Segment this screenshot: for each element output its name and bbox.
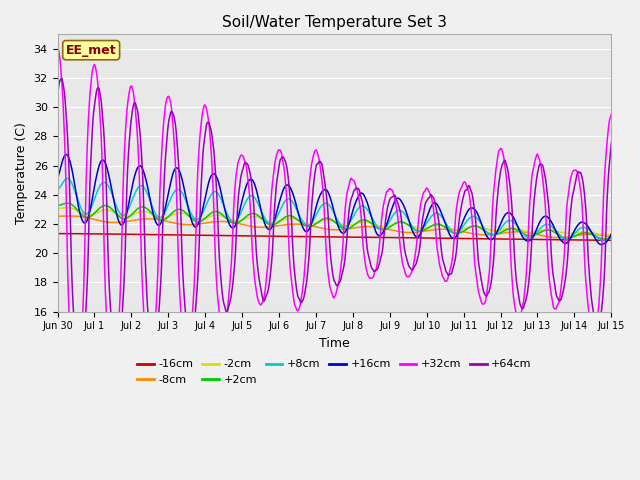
-2cm bbox=[448, 226, 456, 232]
Line: +64cm: +64cm bbox=[58, 78, 640, 367]
+2cm bbox=[54, 203, 61, 208]
+2cm bbox=[232, 220, 240, 226]
+16cm bbox=[232, 220, 240, 226]
+2cm bbox=[262, 219, 269, 225]
+16cm bbox=[62, 152, 70, 157]
Line: +16cm: +16cm bbox=[58, 155, 640, 246]
+64cm bbox=[76, 364, 84, 370]
+64cm bbox=[415, 247, 423, 252]
-8cm bbox=[54, 213, 61, 219]
+32cm bbox=[232, 172, 240, 178]
+8cm bbox=[232, 218, 240, 224]
+8cm bbox=[262, 216, 269, 222]
+64cm bbox=[58, 75, 65, 81]
+16cm bbox=[448, 235, 456, 240]
-16cm bbox=[447, 236, 455, 241]
+8cm bbox=[284, 196, 292, 202]
+32cm bbox=[72, 390, 80, 396]
+32cm bbox=[415, 215, 422, 221]
+64cm bbox=[233, 216, 241, 222]
+8cm bbox=[124, 208, 131, 214]
-16cm bbox=[232, 233, 239, 239]
Line: +2cm: +2cm bbox=[58, 203, 640, 241]
Title: Soil/Water Temperature Set 3: Soil/Water Temperature Set 3 bbox=[222, 15, 447, 30]
+32cm bbox=[54, 46, 61, 51]
+64cm bbox=[285, 178, 292, 184]
+2cm bbox=[448, 229, 456, 235]
-8cm bbox=[415, 229, 422, 235]
+64cm bbox=[125, 152, 132, 158]
Line: -8cm: -8cm bbox=[58, 216, 640, 240]
+8cm bbox=[64, 176, 72, 181]
-8cm bbox=[124, 218, 131, 224]
+16cm bbox=[635, 243, 640, 249]
-16cm bbox=[261, 233, 269, 239]
+32cm bbox=[124, 101, 131, 107]
-2cm bbox=[415, 226, 422, 231]
X-axis label: Time: Time bbox=[319, 337, 350, 350]
Line: +32cm: +32cm bbox=[58, 48, 640, 393]
-2cm bbox=[284, 216, 292, 221]
-8cm bbox=[284, 222, 292, 228]
-16cm bbox=[414, 235, 422, 241]
+64cm bbox=[449, 266, 456, 272]
+64cm bbox=[262, 293, 270, 299]
+16cm bbox=[284, 182, 292, 188]
+32cm bbox=[448, 259, 456, 264]
-8cm bbox=[66, 213, 74, 219]
-16cm bbox=[283, 233, 291, 239]
+2cm bbox=[124, 215, 131, 221]
Legend: -16cm, -8cm, -2cm, +2cm, +8cm, +16cm, +32cm, +64cm: -16cm, -8cm, -2cm, +2cm, +8cm, +16cm, +3… bbox=[132, 355, 536, 389]
+2cm bbox=[64, 200, 72, 206]
+64cm bbox=[54, 91, 61, 97]
-8cm bbox=[634, 238, 640, 243]
-2cm bbox=[64, 204, 72, 210]
+16cm bbox=[415, 233, 422, 239]
-2cm bbox=[124, 214, 131, 219]
+8cm bbox=[448, 228, 456, 234]
Y-axis label: Temperature (C): Temperature (C) bbox=[15, 122, 28, 224]
-2cm bbox=[54, 206, 61, 212]
-8cm bbox=[262, 224, 269, 230]
-8cm bbox=[448, 227, 456, 233]
+16cm bbox=[124, 206, 131, 212]
+16cm bbox=[54, 174, 61, 180]
Line: -16cm: -16cm bbox=[58, 234, 640, 240]
+8cm bbox=[54, 186, 61, 192]
+8cm bbox=[637, 241, 640, 247]
+32cm bbox=[262, 285, 269, 290]
+32cm bbox=[284, 216, 292, 222]
-2cm bbox=[232, 218, 240, 224]
-8cm bbox=[232, 220, 240, 226]
Line: +8cm: +8cm bbox=[58, 179, 640, 244]
-16cm bbox=[54, 231, 61, 237]
+2cm bbox=[284, 213, 292, 219]
Text: EE_met: EE_met bbox=[66, 44, 116, 57]
Line: -2cm: -2cm bbox=[58, 207, 640, 237]
-16cm bbox=[123, 231, 131, 237]
+8cm bbox=[415, 228, 422, 234]
-2cm bbox=[262, 217, 269, 223]
+16cm bbox=[262, 222, 269, 228]
+2cm bbox=[415, 228, 422, 234]
